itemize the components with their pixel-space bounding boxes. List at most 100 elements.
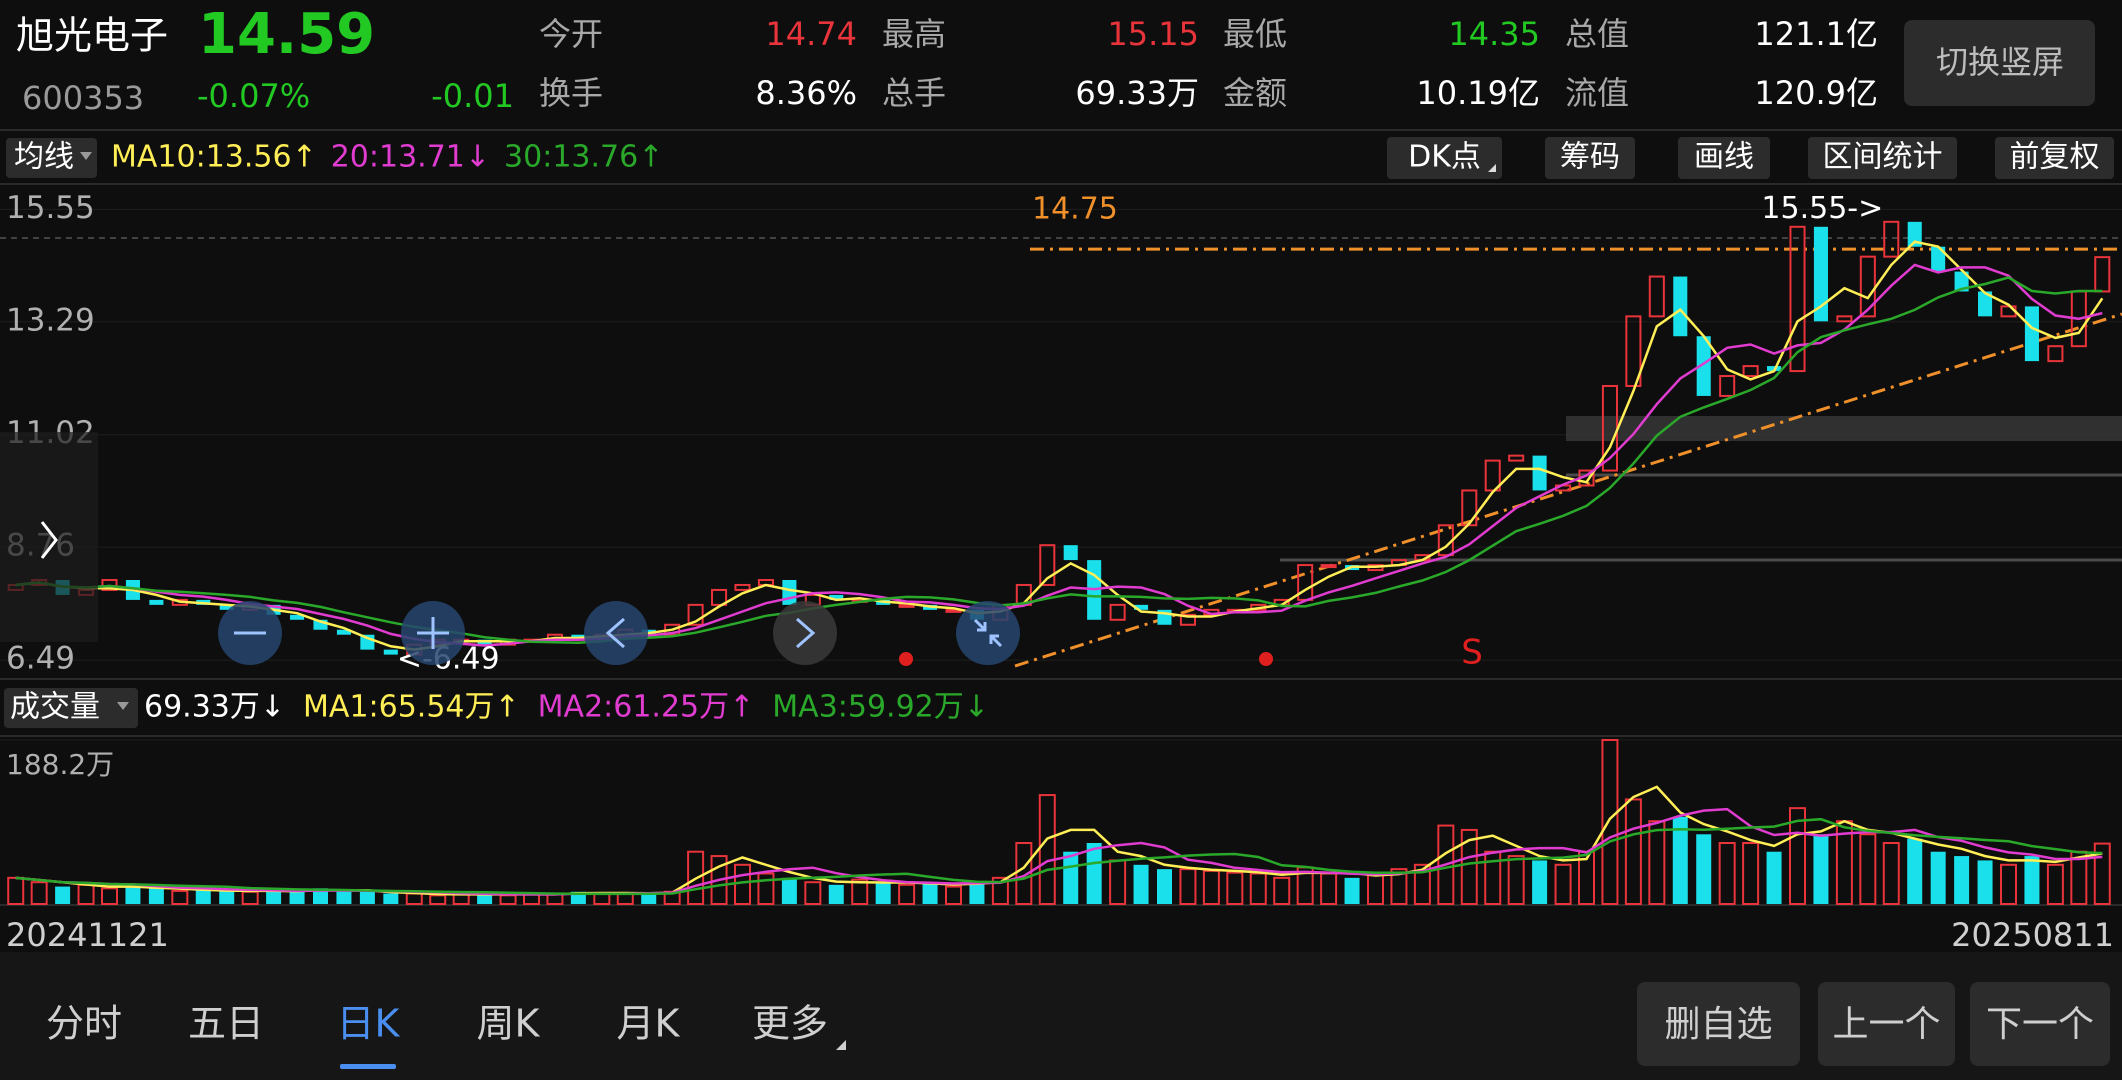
candle bbox=[782, 579, 797, 605]
volume-bar bbox=[1437, 824, 1455, 906]
volume-bar bbox=[1156, 869, 1173, 904]
dropdown-arrow bbox=[117, 702, 129, 710]
more-arrow bbox=[836, 1040, 846, 1050]
date-start: 20241121 bbox=[6, 916, 169, 954]
volume-bar bbox=[1179, 868, 1197, 906]
volume-bar bbox=[828, 884, 844, 904]
side-panel bbox=[0, 432, 98, 642]
volume-bar bbox=[1344, 877, 1360, 904]
volume-bar bbox=[1390, 868, 1408, 906]
candle bbox=[1813, 226, 1828, 322]
stat-label: 流值 bbox=[1565, 74, 1629, 112]
toolbar-button-label: 画线 bbox=[1694, 140, 1754, 175]
volume-bar bbox=[1977, 860, 1993, 904]
candle bbox=[383, 649, 398, 655]
candle bbox=[1742, 365, 1759, 378]
volume-bar bbox=[1742, 842, 1760, 905]
candle bbox=[1978, 291, 1993, 317]
nav-button[interactable] bbox=[956, 601, 1020, 665]
tab[interactable]: 月K bbox=[617, 1002, 681, 1046]
y-tick-label: 15.55 bbox=[6, 190, 95, 226]
volume-bar bbox=[1907, 838, 1923, 904]
volume-bar bbox=[1954, 856, 1970, 904]
volume-bar bbox=[804, 881, 822, 905]
change-pct: -0.07% bbox=[197, 77, 310, 115]
volume-bar bbox=[148, 888, 164, 904]
volume-bar bbox=[851, 878, 869, 905]
candle bbox=[1625, 315, 1642, 387]
candle bbox=[1931, 246, 1946, 272]
candle bbox=[1320, 564, 1337, 569]
toolbar-button[interactable] bbox=[1545, 137, 1635, 179]
stat-label: 换手 bbox=[539, 74, 603, 112]
volume-legend: 69.33万↓ bbox=[144, 690, 285, 725]
toolbar-button[interactable] bbox=[1995, 137, 2114, 179]
stat-label: 最高 bbox=[882, 15, 946, 53]
volume-menu[interactable] bbox=[4, 688, 138, 728]
action-button-label: 删自选 bbox=[1664, 1004, 1772, 1045]
volume-bar bbox=[55, 886, 71, 904]
toolbar-button[interactable] bbox=[1808, 137, 1957, 179]
candle bbox=[1109, 603, 1126, 621]
volume-bar bbox=[969, 882, 985, 904]
action-button[interactable] bbox=[1818, 982, 1955, 1066]
y-tick-label: 13.29 bbox=[6, 302, 95, 338]
candle bbox=[336, 629, 351, 635]
volume-bar bbox=[195, 890, 211, 904]
nav-button[interactable] bbox=[773, 601, 837, 665]
nav-button[interactable] bbox=[584, 601, 648, 665]
volume-bar bbox=[1718, 842, 1736, 905]
candle bbox=[1039, 544, 1056, 586]
ma-menu[interactable] bbox=[6, 138, 97, 178]
volume-bar bbox=[991, 876, 1009, 906]
tab[interactable]: 更多 bbox=[752, 1002, 828, 1046]
candle bbox=[2024, 306, 2039, 362]
toolbar-button[interactable] bbox=[1387, 137, 1502, 179]
candle bbox=[2047, 345, 2064, 363]
candle bbox=[829, 594, 844, 600]
volume-bar bbox=[1063, 851, 1079, 904]
candle bbox=[1179, 613, 1196, 626]
tab[interactable]: 周K bbox=[477, 1002, 541, 1046]
candle bbox=[1789, 225, 1806, 373]
tab-indicator bbox=[340, 1064, 396, 1069]
action-button[interactable] bbox=[1637, 982, 1800, 1066]
switch-button-label: 切换竖屏 bbox=[1936, 43, 2064, 81]
nav-icon bbox=[417, 617, 449, 649]
volume-bar bbox=[477, 893, 493, 904]
candle bbox=[1907, 221, 1922, 247]
volume-bar bbox=[1601, 739, 1619, 905]
nav-icon bbox=[605, 617, 625, 649]
tab[interactable]: 日K bbox=[337, 1002, 401, 1046]
toolbar-button-label: DK点 bbox=[1408, 140, 1481, 175]
stat-value: 15.15 bbox=[1107, 15, 1199, 53]
volume-bar bbox=[781, 877, 797, 904]
candle bbox=[1508, 454, 1525, 462]
candle bbox=[1696, 336, 1711, 396]
volume-bar bbox=[1133, 864, 1149, 904]
signal-dot bbox=[899, 652, 913, 666]
volume-legend: MA3:59.92万↓ bbox=[772, 690, 989, 725]
stat-value: 14.35 bbox=[1448, 15, 1540, 53]
volume-bar bbox=[757, 872, 775, 906]
stat-label: 总值 bbox=[1565, 15, 1629, 53]
stock-name: 旭光电子 bbox=[16, 14, 168, 58]
volume-bar bbox=[2024, 856, 2040, 904]
stat-value: 69.33万 bbox=[1075, 74, 1199, 112]
volume-bar bbox=[875, 883, 891, 904]
zone bbox=[1566, 416, 2122, 441]
tab[interactable]: 分时 bbox=[46, 1002, 122, 1046]
stock-code: 600353 bbox=[22, 79, 144, 117]
change: -0.01 bbox=[431, 77, 514, 115]
volume-bar bbox=[1672, 816, 1688, 904]
candle bbox=[1836, 315, 1853, 323]
toolbar-button[interactable] bbox=[1678, 137, 1770, 179]
side-arrow[interactable] bbox=[40, 521, 58, 559]
candle bbox=[711, 588, 728, 606]
action-button[interactable] bbox=[1970, 982, 2110, 1066]
stat-value: 14.74 bbox=[765, 15, 857, 53]
tab-bar-bg bbox=[0, 952, 2122, 1080]
volume-bar bbox=[1413, 863, 1431, 905]
switch-button[interactable] bbox=[1904, 20, 2095, 106]
tab[interactable]: 五日 bbox=[188, 1002, 264, 1046]
